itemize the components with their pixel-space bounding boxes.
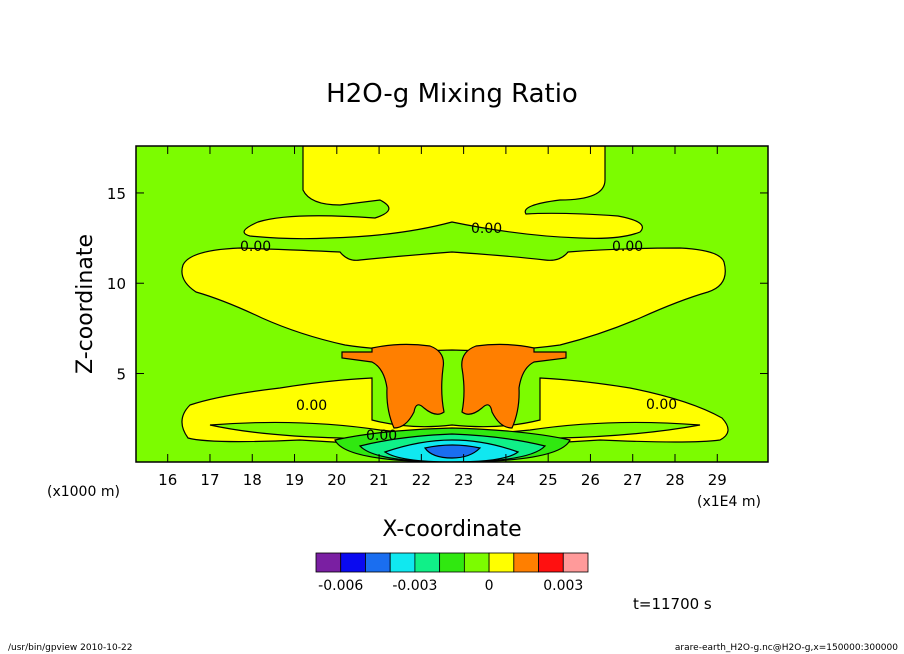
x-tick-label: 25	[539, 471, 558, 489]
colorbar-cell	[315, 552, 342, 573]
contour-label: 0.00	[296, 398, 327, 414]
colorbar-tick-label: 0.003	[543, 578, 583, 594]
colorbar-cell	[562, 552, 589, 573]
x-tick-label: 16	[158, 471, 177, 489]
x-axis-scale-note: (x1E4 m)	[697, 494, 761, 510]
x-tick-label: 23	[454, 471, 473, 489]
colorbar-cell	[463, 552, 490, 573]
colorbar-cell	[414, 552, 441, 573]
y-tick-label: 5	[116, 366, 126, 384]
contour-label: 0.00	[612, 239, 643, 255]
y-axis-ticks: 5 10 15	[107, 185, 768, 384]
x-tick-label: 17	[200, 471, 219, 489]
x-tick-label: 19	[285, 471, 304, 489]
colorbar-cell	[513, 552, 539, 573]
colorbar-cell	[538, 552, 564, 573]
colorbar: -0.006 -0.003 0 0.003	[315, 552, 589, 594]
x-tick-label: 27	[623, 471, 642, 489]
chart-title: H2O-g Mixing Ratio	[326, 79, 578, 109]
x-axis-label: X-coordinate	[382, 517, 521, 542]
x-tick-label: 28	[665, 471, 684, 489]
contour-region-orange-right	[461, 343, 567, 429]
contour-region-main	[181, 247, 726, 352]
x-tick-label: 29	[708, 471, 727, 489]
contour-label: 0.00	[646, 397, 677, 413]
y-tick-label: 15	[107, 185, 126, 203]
x-tick-label: 26	[581, 471, 600, 489]
x-tick-label: 22	[412, 471, 431, 489]
x-tick-label: 21	[370, 471, 389, 489]
colorbar-cell	[365, 552, 391, 573]
contour-region-upper	[243, 146, 643, 240]
colorbar-cell	[389, 552, 416, 573]
contour-region-surface-blue	[423, 444, 482, 459]
colorbar-tick-label: -0.006	[318, 578, 363, 594]
y-axis-scale-note: (x1000 m)	[47, 484, 120, 500]
contour-labels: 0.00 0.00 0.00 0.00 0.00 0.00	[240, 221, 677, 444]
x-axis-ticks: 16 17 18 19 20 21 22 23 24 25 26 27 28 29	[158, 146, 727, 489]
x-tick-label: 18	[243, 471, 262, 489]
contour-region-orange-left	[341, 343, 445, 429]
colorbar-tick-label: 0	[485, 578, 494, 594]
footer-left: /usr/bin/gpview 2010-10-22	[8, 643, 132, 653]
colorbar-tick-label: -0.003	[392, 578, 437, 594]
colorbar-cell	[439, 552, 465, 573]
colorbar-cell	[340, 552, 366, 573]
footer-right: arare-earth_H2O-g.nc@H2O-g,x=150000:3000…	[675, 643, 898, 653]
contour-label: 0.00	[240, 239, 271, 255]
plot-area: 0.00 0.00 0.00 0.00 0.00 0.00 16 17 18 19 20…	[107, 145, 769, 489]
x-tick-label: 24	[496, 471, 515, 489]
y-axis-label: Z-coordinate	[73, 234, 98, 374]
y-tick-label: 10	[107, 275, 126, 293]
contour-label: 0.00	[366, 428, 397, 444]
plot-frame	[135, 145, 769, 463]
colorbar-cell	[488, 552, 515, 573]
contour-label: 0.00	[471, 221, 502, 237]
x-tick-label: 20	[327, 471, 346, 489]
time-label: t=11700 s	[633, 595, 712, 613]
